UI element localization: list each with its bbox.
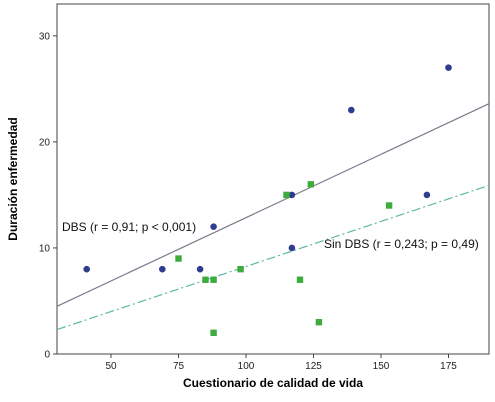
data-point bbox=[196, 265, 204, 273]
data-point bbox=[159, 265, 166, 273]
x-tick-label: 75 bbox=[173, 361, 185, 372]
data-point bbox=[288, 244, 296, 252]
data-point bbox=[210, 223, 217, 231]
data-point bbox=[210, 329, 217, 336]
data-point bbox=[288, 191, 296, 199]
x-tick-label: 125 bbox=[305, 361, 322, 372]
data-point bbox=[445, 64, 452, 71]
annotation-dbs: DBS (r = 0,91; p < 0,001) bbox=[62, 220, 196, 234]
data-point bbox=[423, 191, 431, 199]
y-tick-label: 0 bbox=[44, 350, 50, 361]
data-point bbox=[83, 265, 90, 273]
data-point bbox=[307, 181, 314, 188]
fit-line-1 bbox=[56, 184, 490, 331]
axis-ticks: 50 75 100 125 150 175 0 10 20 30 bbox=[39, 31, 457, 372]
data-points bbox=[83, 64, 452, 336]
data-point bbox=[237, 265, 244, 273]
y-axis-title: Duración enfermedad bbox=[6, 117, 20, 240]
x-tick-label: 50 bbox=[105, 361, 117, 372]
data-point bbox=[283, 191, 290, 199]
y-tick-label: 10 bbox=[39, 243, 51, 254]
annotation-sin-dbs: Sin DBS (r = 0,243; p = 0,49) bbox=[324, 237, 479, 251]
data-point bbox=[296, 276, 304, 283]
x-tick-label: 100 bbox=[238, 361, 255, 372]
data-point bbox=[210, 276, 217, 283]
fit-line-0 bbox=[56, 103, 490, 307]
x-tick-label: 175 bbox=[440, 361, 457, 372]
data-point bbox=[175, 255, 182, 262]
annotations: DBS (r = 0,91; p < 0,001) Sin DBS (r = 0,… bbox=[62, 220, 479, 251]
plot-frame bbox=[56, 3, 490, 355]
y-tick-label: 30 bbox=[39, 31, 51, 42]
data-point bbox=[202, 276, 209, 283]
data-point bbox=[385, 202, 393, 209]
data-point bbox=[315, 318, 323, 326]
y-tick-label: 20 bbox=[39, 137, 51, 148]
x-axis-title: Cuestionario de calidad de vida bbox=[183, 376, 363, 390]
data-point bbox=[348, 106, 355, 114]
fit-lines bbox=[56, 103, 490, 331]
x-tick-label: 150 bbox=[373, 361, 390, 372]
